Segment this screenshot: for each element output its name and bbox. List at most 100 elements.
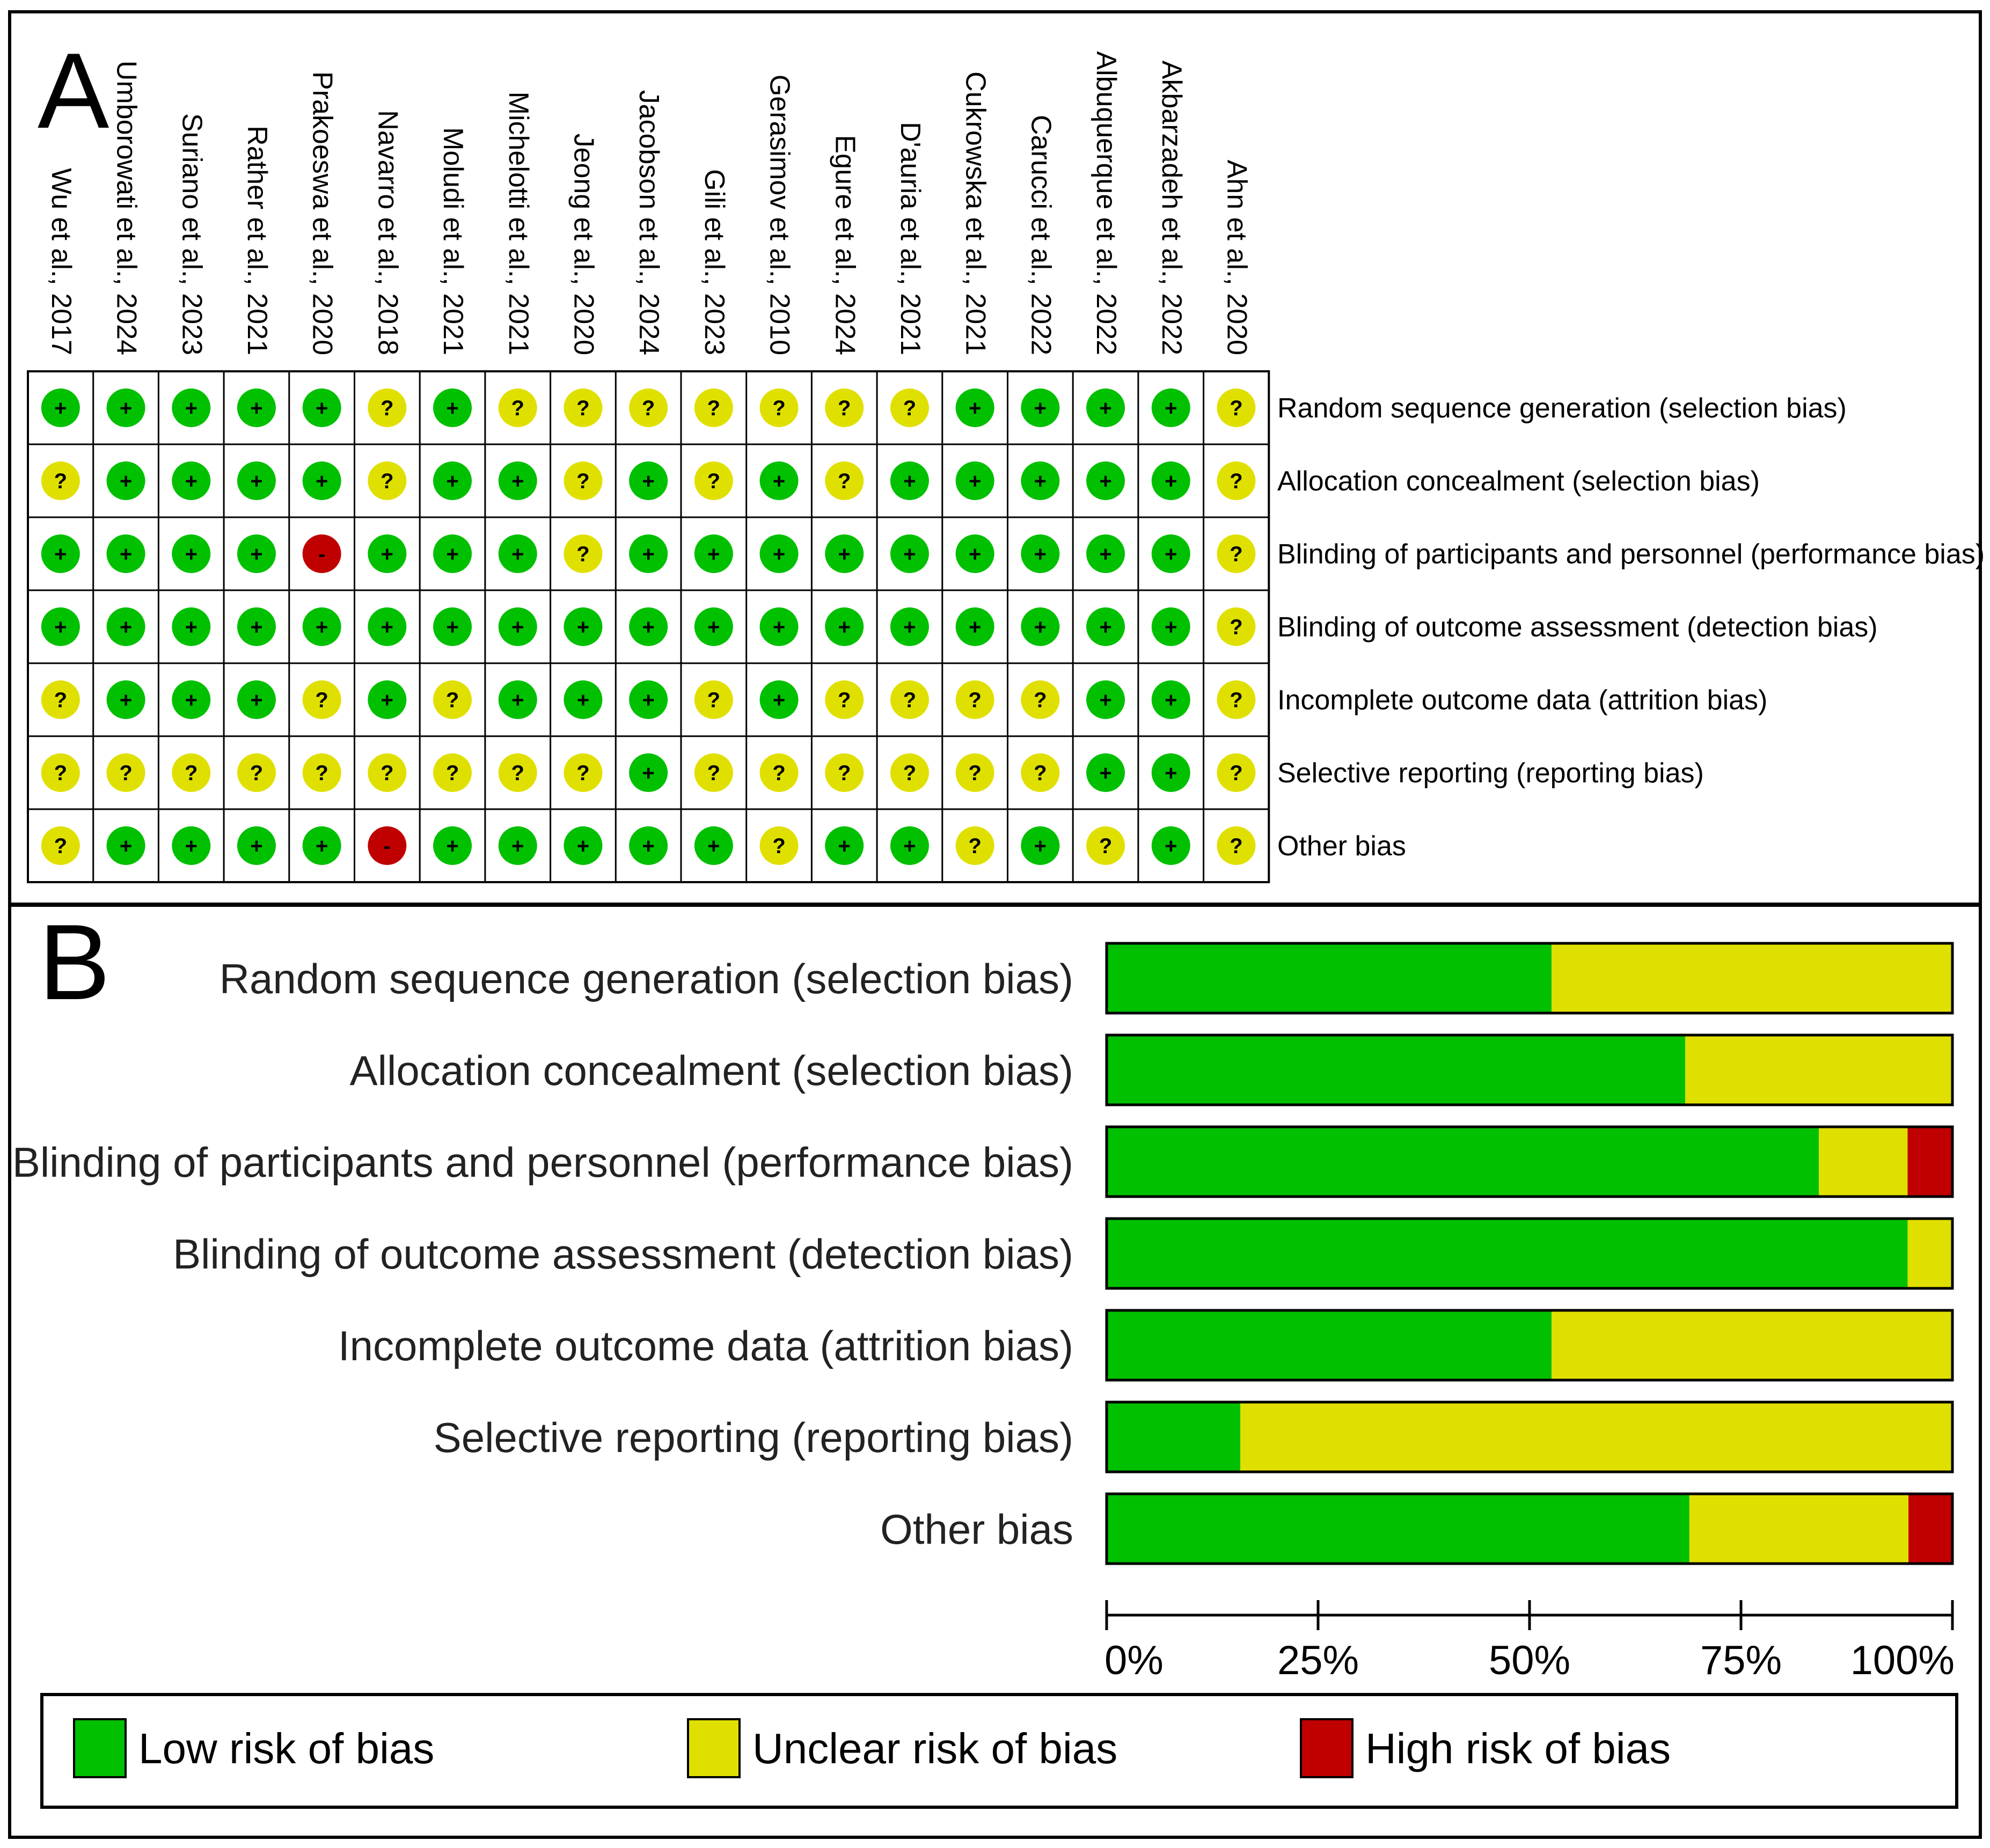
rating-dot [629, 607, 668, 646]
rating-dot [629, 461, 668, 500]
bar-segment [1907, 1219, 1952, 1288]
rating-dot [890, 680, 929, 719]
rating-symbol: + [1165, 397, 1177, 420]
grid-domain-label: Blinding of outcome assessment (detectio… [1277, 612, 1878, 643]
rating-symbol: + [381, 615, 393, 639]
rating-dot [825, 388, 864, 427]
rating-dot [759, 461, 799, 500]
rating-dot [237, 461, 276, 500]
rating-dot [955, 388, 994, 427]
rating-dot [955, 826, 994, 865]
bar-outline [1105, 1309, 1954, 1382]
rating-symbol: + [577, 615, 589, 639]
rating-dot [1217, 607, 1256, 646]
rating-dot [106, 388, 145, 427]
rating-symbol: ? [54, 470, 67, 493]
rating-symbol: ? [903, 761, 916, 785]
rating-symbol: + [120, 470, 132, 493]
x-axis-tick-label: 25% [1277, 1638, 1359, 1683]
rating-symbol: + [969, 397, 981, 420]
rating-dot [1151, 753, 1190, 792]
rating-dot [564, 534, 603, 573]
bar-domain-labels: Random sequence generation (selection bi… [12, 955, 1073, 1553]
rating-dot [694, 388, 733, 427]
rating-dot [1086, 607, 1125, 646]
bar-segment [1107, 1219, 1908, 1288]
rating-symbol: + [1099, 470, 1111, 493]
rating-symbol: ? [1230, 615, 1242, 639]
study-headers: Wu et al., 2017 Umborowati et al., 2024 Su… [46, 51, 1253, 355]
rating-dot [825, 680, 864, 719]
rating-symbol: + [1165, 688, 1177, 712]
study-label: Moludi et al., 2021 [437, 127, 469, 355]
rating-dot [498, 753, 537, 792]
study-label: Cukrowska et al., 2021 [960, 71, 991, 355]
rating-symbol: ? [1099, 834, 1112, 858]
bar-segment [1685, 1035, 1952, 1105]
rating-symbol: + [773, 615, 785, 639]
bar-segment [1551, 1310, 1952, 1380]
rating-dot [172, 461, 211, 500]
rating-symbol: ? [54, 688, 67, 712]
x-axis-tick-label: 0% [1104, 1638, 1164, 1683]
rating-dot [172, 607, 211, 646]
rating-dot [629, 388, 668, 427]
rating-symbol: + [1165, 834, 1177, 858]
rating-dot [759, 607, 799, 646]
rating-dot [106, 826, 145, 865]
rating-dot [1217, 461, 1256, 500]
rating-symbol: + [903, 615, 916, 639]
rating-symbol: + [120, 688, 132, 712]
rating-dot [302, 534, 341, 573]
rating-symbol: + [707, 542, 720, 566]
rating-dot [237, 826, 276, 865]
rating-dot [564, 607, 603, 646]
rating-dot [825, 607, 864, 646]
grid-domain-label: Other bias [1277, 831, 1406, 862]
rating-dot [890, 534, 929, 573]
rating-symbol: + [381, 542, 393, 566]
study-label: Jeong et al., 2020 [568, 134, 599, 355]
summary-bars [1105, 942, 1954, 1565]
bar-domain-label: Blinding of participants and personnel (… [12, 1139, 1073, 1186]
rating-dot [825, 534, 864, 573]
grid-domain-label: Random sequence generation (selection bi… [1277, 393, 1847, 424]
rating-dot [172, 388, 211, 427]
rating-dot [890, 826, 929, 865]
rating-symbol: + [1099, 615, 1111, 639]
rating-dot [694, 680, 733, 719]
rating-dot [368, 680, 407, 719]
rating-dot [498, 680, 537, 719]
x-axis: 0% 25% 50% 75% 100% [1104, 1600, 1955, 1683]
rating-symbol: + [1034, 615, 1047, 639]
rating-dot [1021, 388, 1060, 427]
rating-dot [1217, 534, 1256, 573]
rating-dot [694, 461, 733, 500]
bar-segment [1240, 1402, 1952, 1472]
rating-symbol: + [185, 397, 197, 420]
rating-dot [694, 607, 733, 646]
bar-domain-label: Random sequence generation (selection bi… [220, 955, 1073, 1002]
rating-dot [1021, 680, 1060, 719]
rating-dot [368, 461, 407, 500]
rating-dot [1021, 534, 1060, 573]
rating-dot [172, 680, 211, 719]
bar-segment [1818, 1127, 1908, 1197]
bar-segment [1107, 1494, 1689, 1564]
rating-symbol: ? [1230, 688, 1242, 712]
rating-symbol: + [838, 615, 851, 639]
rating-symbol: + [316, 834, 328, 858]
rating-symbol: ? [381, 397, 393, 420]
legend-box [40, 1693, 1958, 1809]
rating-symbol: + [642, 470, 654, 493]
rating-symbol: + [969, 470, 981, 493]
rating-symbol: ? [968, 834, 981, 858]
rating-symbol: + [54, 542, 67, 566]
rating-dot [564, 826, 603, 865]
bar-outline [1105, 1033, 1954, 1106]
rating-symbol: + [773, 542, 785, 566]
rating-symbol: + [1099, 397, 1111, 420]
rating-symbol: + [1034, 542, 1047, 566]
study-label: Navarro et al., 2018 [372, 110, 403, 355]
rating-symbol: ? [1230, 834, 1242, 858]
